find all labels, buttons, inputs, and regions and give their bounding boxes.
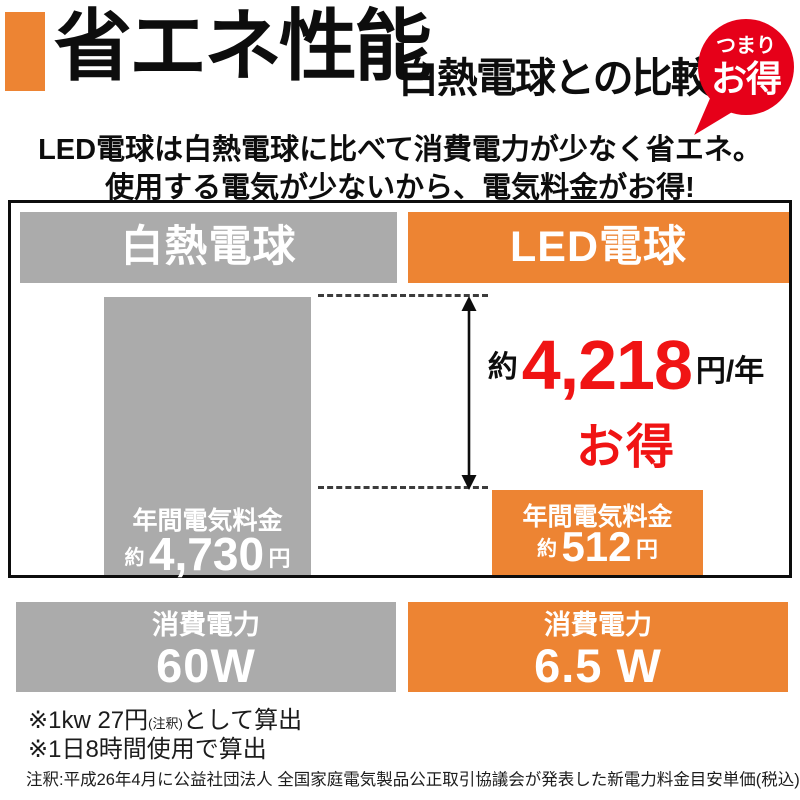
bar-led-annual-cost: 年間電気料金 約 512 円 xyxy=(492,490,703,575)
incandescent-cost-approx: 約 xyxy=(124,547,145,569)
power-box-incandescent: 消費電力 60W xyxy=(16,602,396,692)
savings-amount: 4,218 xyxy=(521,326,693,404)
footnote-1-post: として算出 xyxy=(182,707,303,734)
led-cost-number: 512 xyxy=(561,523,632,570)
legal-note: 注釈:平成26年4月に公益社団法人 全国家庭電気製品公正取引協議会が発表した新電… xyxy=(26,771,800,789)
power-box-led: 消費電力 6.5 W xyxy=(408,602,788,692)
incandescent-cost-unit: 円 xyxy=(268,546,291,571)
comparison-chart: 白熱電球 LED電球 年間電気料金 約 4,730 円 年間電気料金 約 512… xyxy=(8,200,792,580)
footnote-1-pre: ※1kw 27円 xyxy=(28,707,149,734)
bubble-text-top: つまり xyxy=(716,35,776,57)
speech-bubble: つまり お得 xyxy=(698,19,794,115)
footnote-1-small: (注釈) xyxy=(148,716,183,731)
power-value-led: 6.5 W xyxy=(534,639,662,693)
incandescent-cost-label: 年間電気料金 xyxy=(132,507,283,535)
footnote-1: ※1kw 27円(注釈)として算出 xyxy=(28,700,302,735)
page-subtitle: 白熱電球との比較 xyxy=(398,55,712,101)
footnote-2: ※1日8時間使用で算出 xyxy=(28,736,267,763)
guide-dash-bottom xyxy=(318,486,488,489)
led-cost-label: 年間電気料金 xyxy=(522,503,673,531)
led-cost-unit: 円 xyxy=(635,537,658,562)
savings-label: お得 xyxy=(575,421,676,474)
bar-incandescent-annual-cost: 年間電気料金 約 4,730 円 xyxy=(104,297,311,580)
guide-dash-top xyxy=(318,294,488,297)
savings-unit: 円/年 xyxy=(695,355,765,388)
title-accent-bar xyxy=(5,12,45,91)
savings-callout: 約4,218 円/年 お得 xyxy=(436,325,800,477)
savings-approx: 約 xyxy=(487,351,518,384)
column-header-led: LED電球 xyxy=(408,212,789,283)
incandescent-cost-number: 4,730 xyxy=(148,528,265,580)
intro-line-1: LED電球は白熱電球に比べて消費電力が少なく省エネ。 xyxy=(38,134,762,166)
led-cost-approx: 約 xyxy=(537,538,557,560)
column-header-incandescent: 白熱電球 xyxy=(20,212,397,283)
power-value-incandescent: 60W xyxy=(156,639,256,693)
page-title: 省エネ性能 xyxy=(54,2,432,90)
power-label-led: 消費電力 xyxy=(544,610,652,640)
intro-line-2: 使用する電気が少ないから、電気料金がお得! xyxy=(105,172,695,204)
bubble-text-bottom: お得 xyxy=(710,58,782,99)
power-label-incandescent: 消費電力 xyxy=(152,610,260,640)
incandescent-cost-value: 約 4,730 円 xyxy=(104,527,311,581)
savings-arrow-icon xyxy=(461,296,477,490)
led-cost-value: 約 512 円 xyxy=(492,523,703,571)
